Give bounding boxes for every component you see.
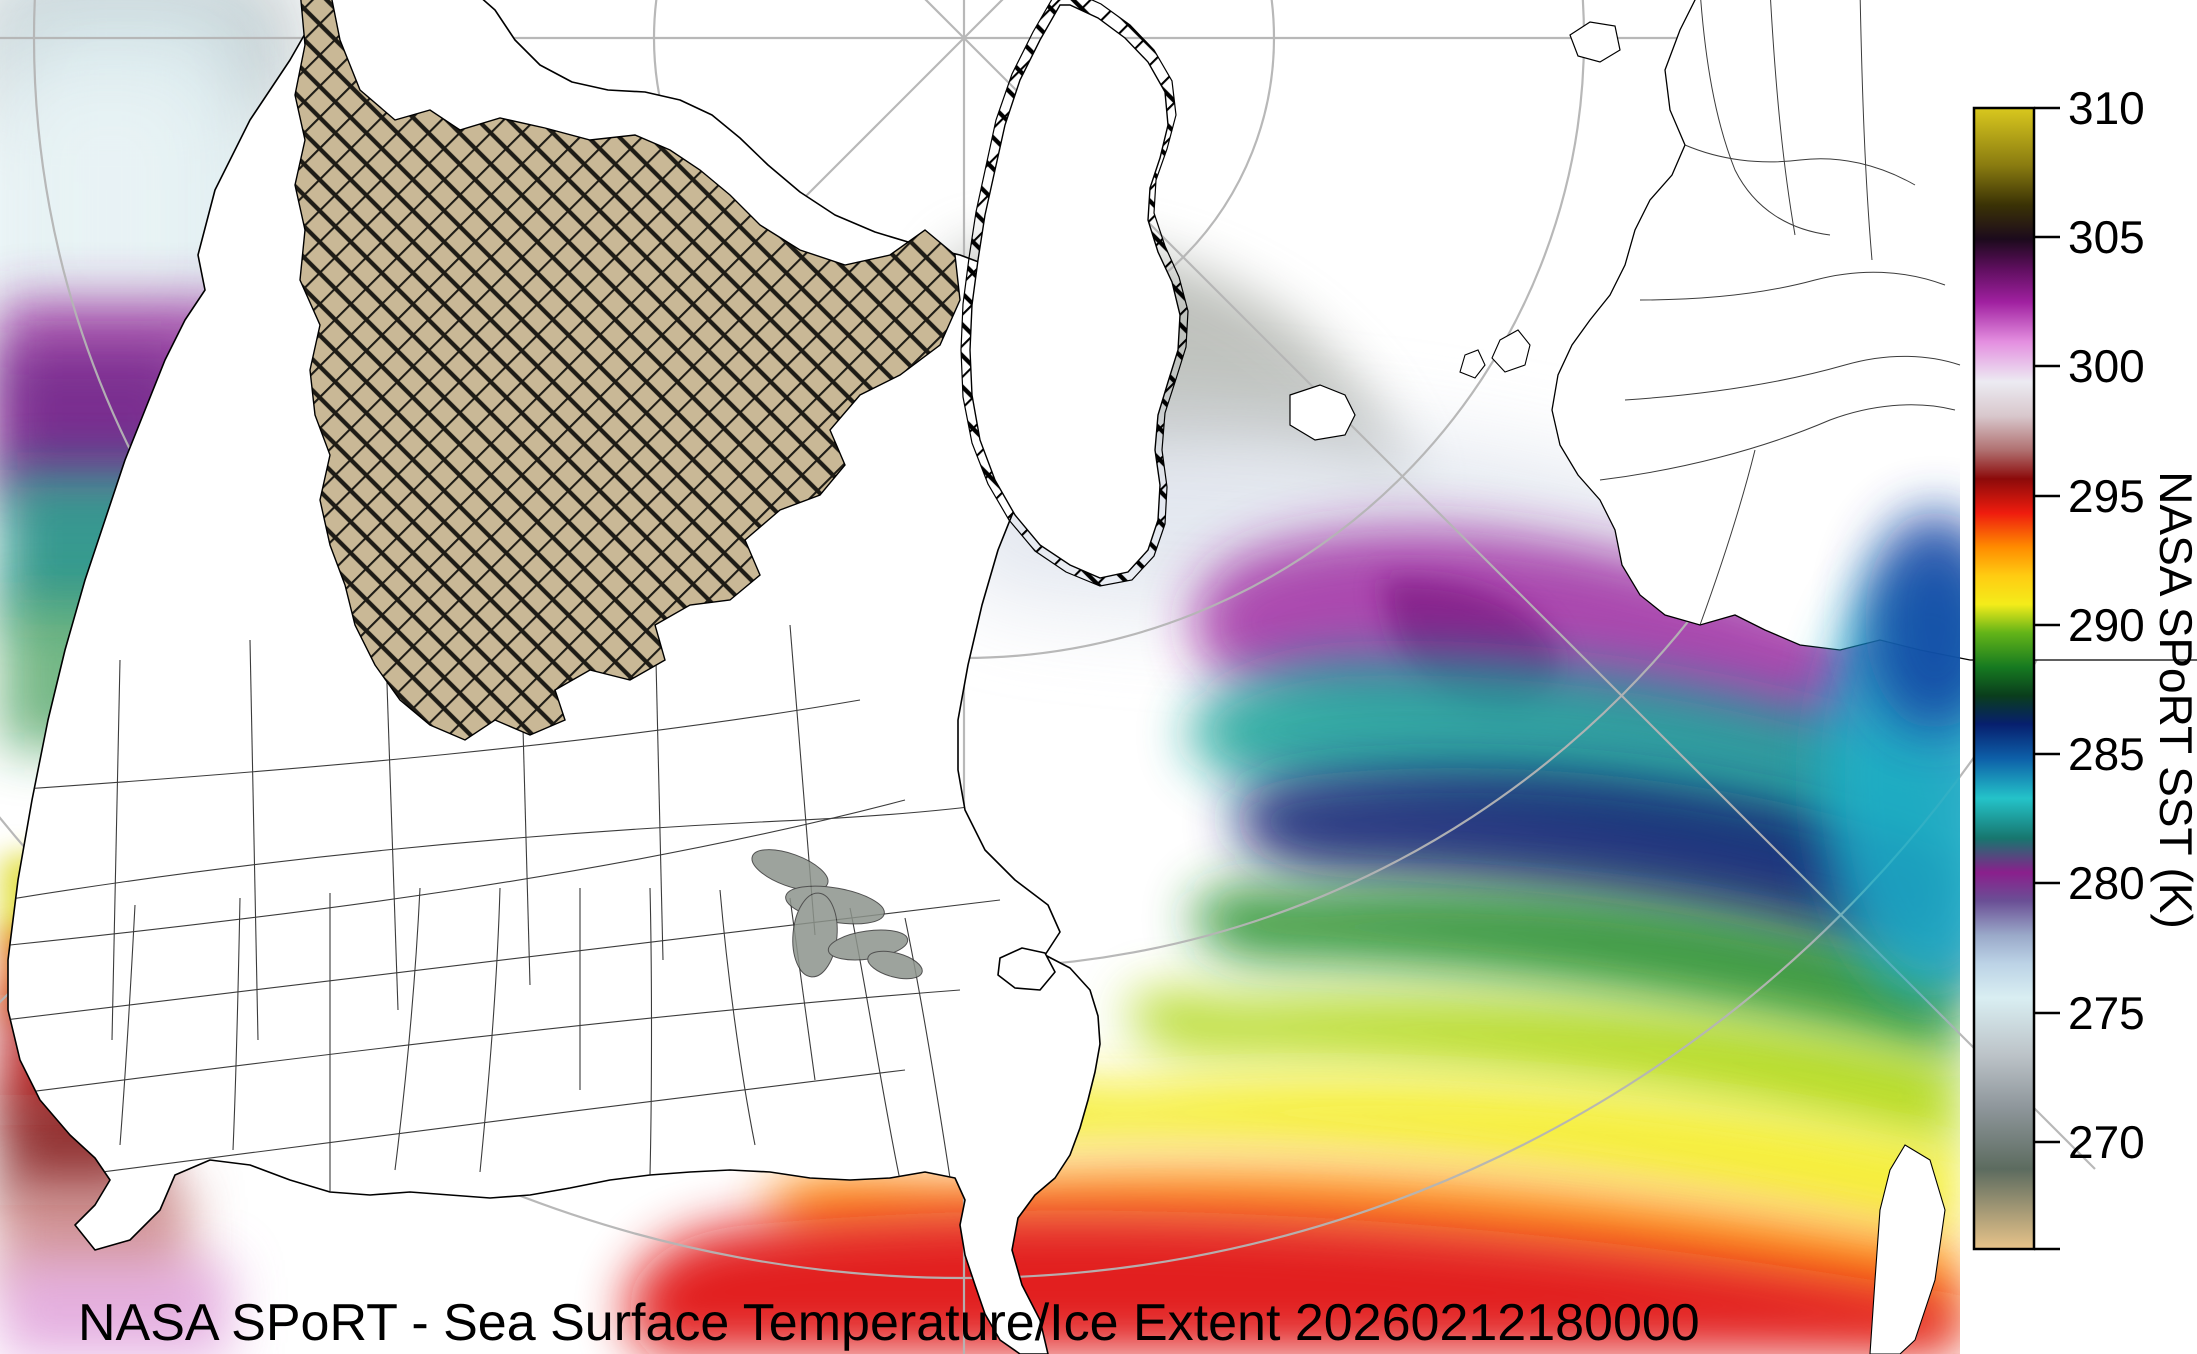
svg-text:305: 305: [2068, 211, 2145, 263]
svg-text:295: 295: [2068, 470, 2145, 522]
svg-text:275: 275: [2068, 987, 2145, 1039]
svg-text:285: 285: [2068, 728, 2145, 780]
svg-text:NASA SPoRT - Sea Surface Tempe: NASA SPoRT - Sea Surface Temperature/Ice…: [78, 1294, 1700, 1352]
svg-text:270: 270: [2068, 1116, 2145, 1168]
svg-text:NASA SPoRT SST (K): NASA SPoRT SST (K): [2150, 471, 2197, 929]
svg-text:290: 290: [2068, 599, 2145, 651]
svg-text:310: 310: [2068, 82, 2145, 134]
svg-text:300: 300: [2068, 340, 2145, 392]
svg-text:280: 280: [2068, 857, 2145, 909]
